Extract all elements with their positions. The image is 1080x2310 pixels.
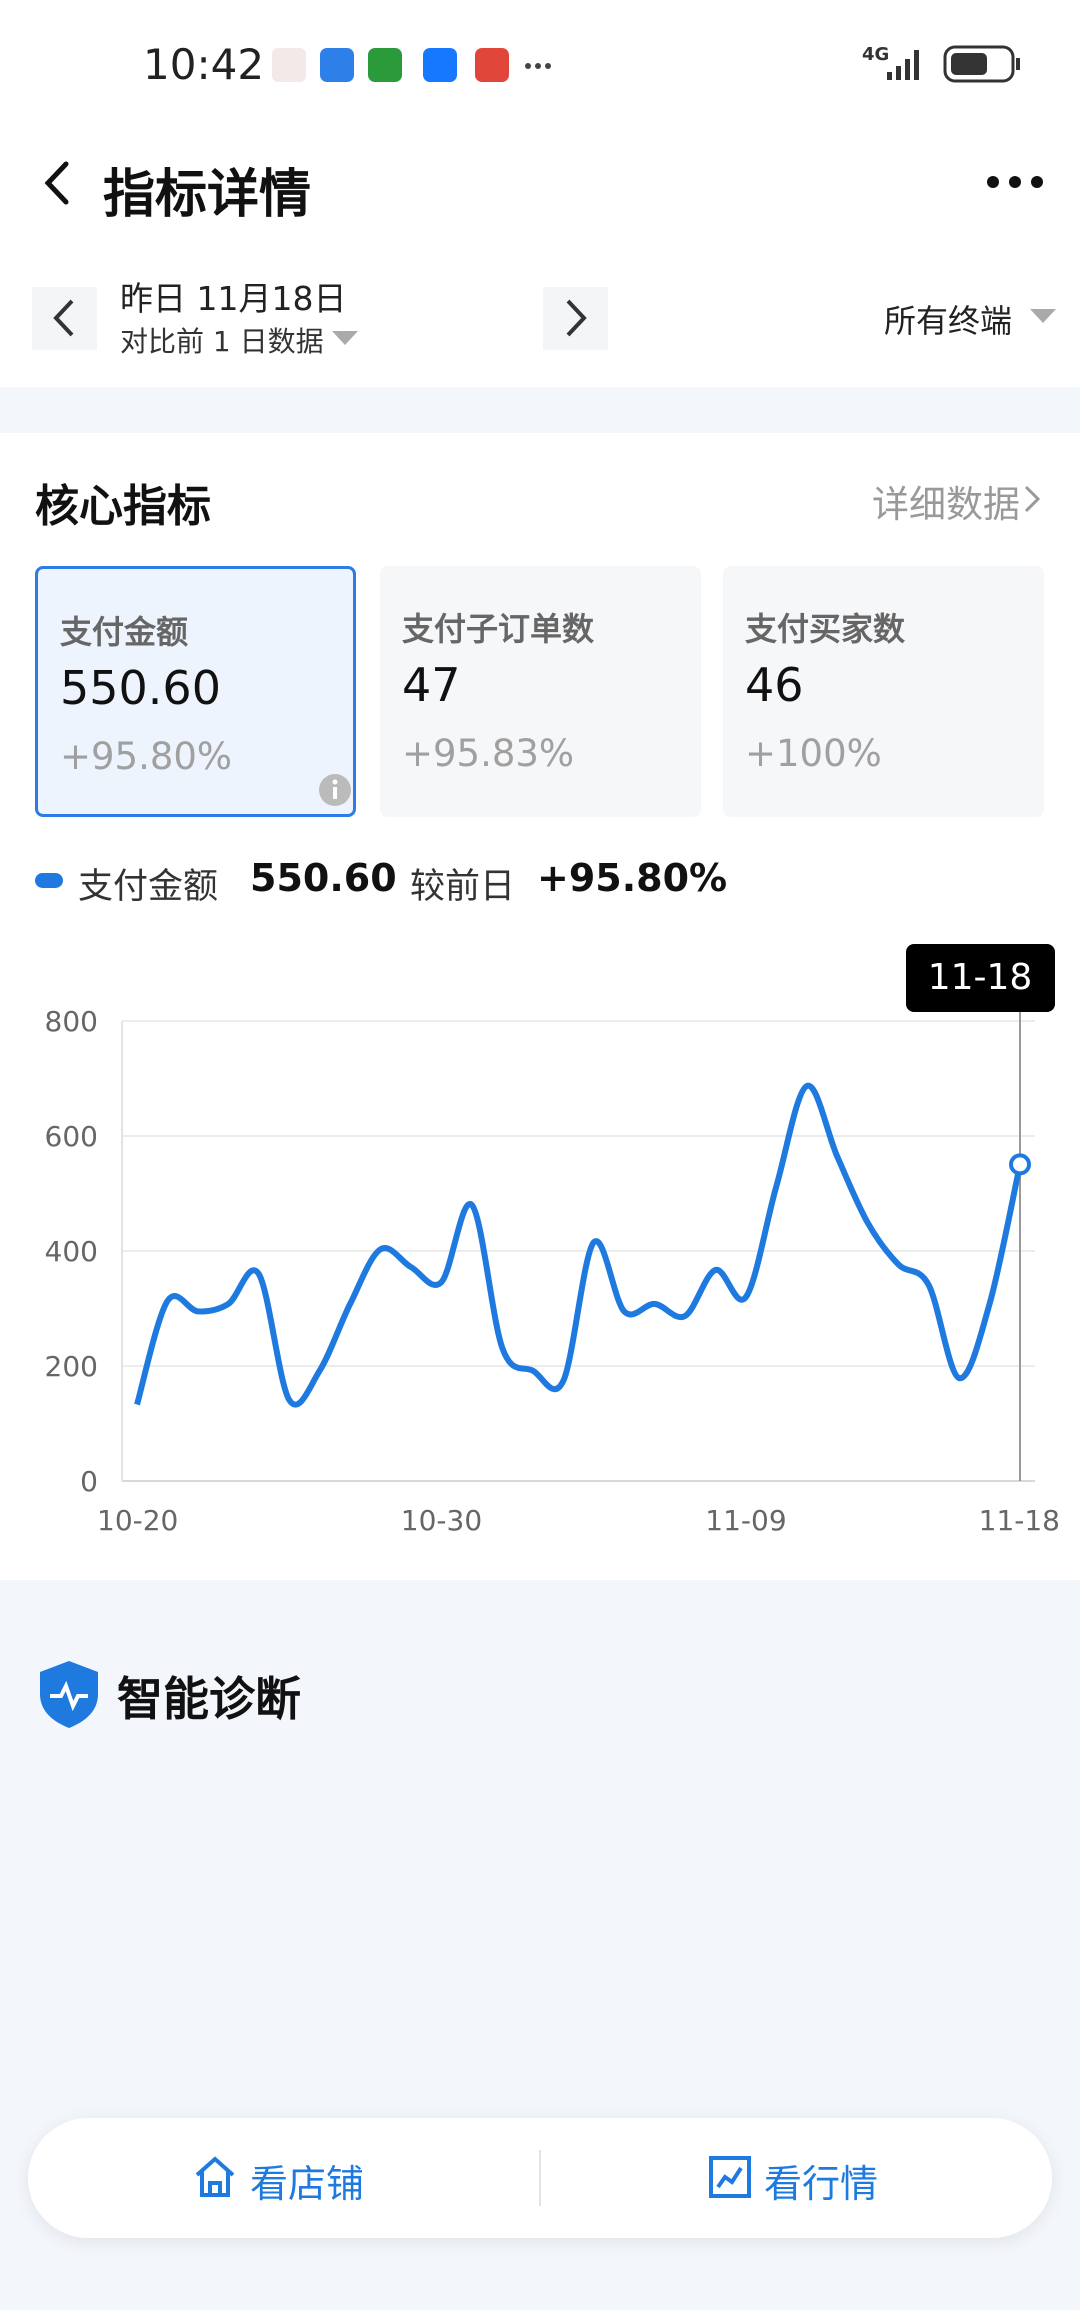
metric-change: +95.83% [402,732,575,775]
summary-value: 550.60 [250,856,397,900]
back-button[interactable] [38,160,78,206]
metric-label: 支付买家数 [745,610,906,648]
dropdown-icon [1030,309,1056,323]
highlight-point [1009,1153,1031,1176]
metric-change: +95.80% [60,735,233,778]
y-tick-label: 600 [45,1120,98,1153]
summary-change: +95.80% [537,856,728,900]
next-date-button[interactable] [543,287,608,350]
dropdown-icon [332,331,358,345]
compare-selector[interactable]: 对比前 1 日数据 [120,325,324,358]
metric-label: 支付金额 [60,613,189,651]
metric-card[interactable]: 支付买家数 46 +100% [723,566,1044,817]
detail-link[interactable]: 详细数据 [872,483,1020,526]
nav-market[interactable]: 看行情 [764,2162,879,2206]
metric-value: 550.60 [60,661,221,715]
metric-card[interactable]: 支付子订单数 47 +95.83% [380,566,701,817]
tooltip-box [906,944,1055,1012]
chevron [1024,485,1041,513]
shop-icon [195,2156,235,2197]
signal-battery [887,45,1020,83]
metric-label: 支付子订单数 [402,610,595,648]
nav-shop[interactable]: 看店铺 [250,2162,365,2206]
legend-label: 支付金额 [78,867,219,907]
market-icon [709,2156,751,2198]
date-label: 昨日 11月18日 [120,279,347,318]
legend-swatch [35,873,63,888]
section-title: 智能诊断 [117,1672,301,1726]
line-chart: 0 200 400 600 800 10-20 10-30 11-09 11-18 11-18 [45,944,1060,1537]
x-tick-label: 11-18 [979,1504,1060,1537]
metric-change: +100% [745,732,882,775]
y-tick-label: 200 [45,1350,98,1383]
status-network: 4G [862,44,890,65]
more-button[interactable] [985,170,1045,194]
y-tick-label: 0 [80,1465,98,1498]
metric-value: 47 [402,658,461,712]
nav-divider [539,2150,541,2206]
data-line [134,1082,1023,1408]
status-time: 10:42 [143,40,265,89]
section-title: 核心指标 [35,481,211,532]
prev-date-button[interactable] [32,287,97,350]
x-tick-label: 11-09 [705,1504,786,1537]
y-tick-label: 800 [45,1005,98,1038]
metric-card[interactable]: 支付金额 550.60 +95.80% [35,566,356,817]
y-tick-label: 400 [45,1235,98,1268]
status-icons [272,48,551,82]
tooltip-label: 11-18 [928,957,1033,998]
diagnosis-icon [40,1661,98,1728]
info-icon[interactable] [318,773,352,807]
x-tick-label: 10-20 [97,1504,178,1537]
x-tick-label: 10-30 [401,1504,482,1537]
page-title: 指标详情 [103,165,312,225]
terminal-selector[interactable]: 所有终端 [884,302,1013,340]
metric-value: 46 [745,658,804,712]
summary-compare-label: 较前日 [410,867,516,907]
